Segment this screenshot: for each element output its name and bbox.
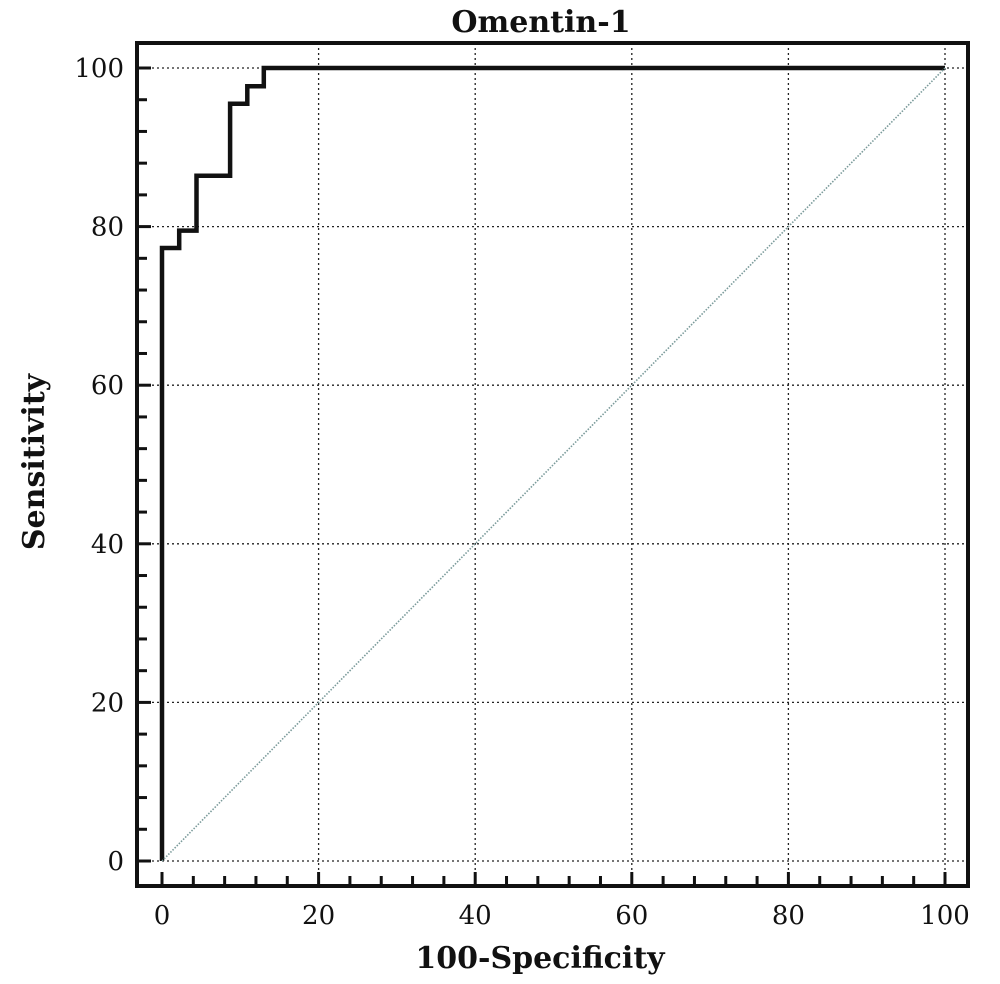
x-tick-label: 20 xyxy=(302,901,335,931)
roc-curve xyxy=(159,65,945,861)
y-tick-label: 20 xyxy=(91,688,124,718)
y-tick-label: 80 xyxy=(91,213,124,243)
y-tick-label: 40 xyxy=(91,530,124,560)
x-tick-label: 100 xyxy=(920,901,970,931)
x-tick-label: 40 xyxy=(459,901,492,931)
x-tick-label: 60 xyxy=(615,901,648,931)
y-axis-label: Sensitivity xyxy=(17,372,52,550)
chart-title: Omentin-1 xyxy=(451,5,630,40)
series-group xyxy=(159,65,946,862)
x-tick-label: 80 xyxy=(772,901,805,931)
plot-frame xyxy=(135,41,970,888)
y-tick-label: 100 xyxy=(74,54,124,84)
y-tick-label: 0 xyxy=(107,847,124,877)
x-axis-label: 100-Specificity xyxy=(415,941,666,976)
x-tick-label: 0 xyxy=(154,901,171,931)
tick-labels: 0 20 40 60 80 100 0 20 40 60 80 100 xyxy=(74,54,969,931)
reference-diagonal-line xyxy=(161,67,946,862)
y-tick-label: 60 xyxy=(91,371,124,401)
axis-ticks xyxy=(137,66,947,886)
